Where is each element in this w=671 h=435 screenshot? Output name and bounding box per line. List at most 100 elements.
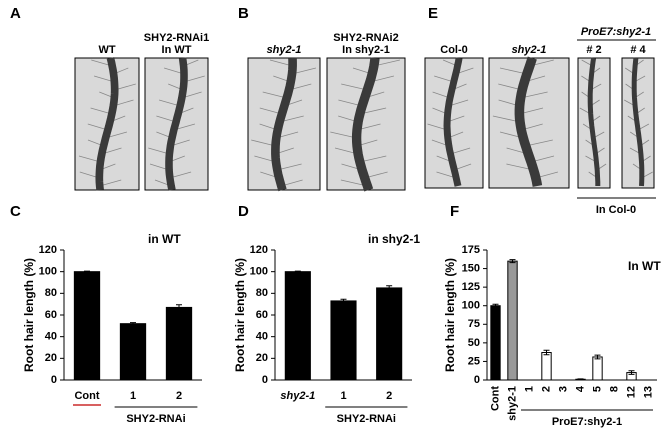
error-bar [509,259,516,264]
error-bar [386,285,393,291]
error-bar [577,378,584,381]
panel-letter: B [238,5,249,22]
group-label: SHY2-RNAi [337,413,396,425]
root-hairs [427,59,474,179]
bar [490,305,501,381]
error-bar [294,270,301,273]
bar [165,306,193,381]
error-bar [594,354,601,360]
y-tick-label: 0 [474,374,480,386]
root [443,57,463,187]
photo-label: shy2-1 [512,44,547,56]
panel-letter: C [10,203,21,220]
y-tick-label: 120 [250,244,268,256]
photo-label: In shy2-1 [342,44,390,56]
y-tick-label: 60 [256,309,268,321]
error-bar [543,349,550,356]
x-tick-label: 1 [130,390,136,402]
y-tick-label: 150 [462,262,480,274]
x-tick-label: 8 [608,386,620,392]
bar [592,356,603,381]
panel-letter: F [450,203,459,220]
root-hairs [492,59,559,179]
photo-label: shy2-1 [267,44,302,56]
photo-note: In Col-0 [596,204,636,216]
bar [376,287,403,381]
root-hairs [624,59,653,179]
y-tick-label: 100 [39,266,57,278]
y-tick-label: 125 [462,281,480,293]
group-label: ProE7:shy2-1 [552,416,622,428]
bar [73,271,101,381]
y-axis-title: Root hair length (%) [233,258,247,372]
x-tick-label: 4 [574,385,586,392]
y-tick-label: 80 [256,287,268,299]
x-tick-label: 5 [591,386,603,392]
y-tick-label: 25 [468,355,480,367]
x-tick-label: Cont [489,386,501,411]
error-bar [84,270,90,273]
panel-letter: E [428,5,438,22]
error-bar [130,322,136,326]
photo-label: # 4 [630,44,646,56]
x-tick-label: 12 [625,386,637,398]
y-tick-label: 175 [462,244,480,256]
error-bar [340,298,347,304]
y-tick-label: 75 [468,318,480,330]
error-bar [628,370,635,375]
y-tick-label: 50 [468,337,480,349]
y-axis-title: Root hair length (%) [22,258,36,372]
photo-label: SHY2-RNAi2 [333,32,398,44]
photo-label: SHY2-RNAi1 [144,32,209,44]
x-tick-label: 1 [340,390,346,402]
x-tick-label: shy2-1 [506,386,518,421]
y-tick-label: 40 [256,331,268,343]
root-hairs [579,59,607,179]
y-tick-label: 100 [250,266,268,278]
photo-label: Col-0 [440,44,468,56]
y-tick-label: 0 [262,374,268,386]
bar [119,323,147,381]
x-tick-label: 1 [523,386,535,392]
y-tick-label: 0 [51,374,57,386]
panel-letter: A [10,5,21,22]
bar [330,300,357,381]
root [351,57,380,192]
root-hairs [330,59,400,187]
x-tick-label: 2 [176,390,182,402]
x-tick-label: 2 [540,386,552,392]
x-tick-label: 3 [557,386,569,392]
x-tick-label: 13 [642,386,654,398]
y-tick-label: 20 [256,352,268,364]
y-tick-label: 40 [45,331,57,343]
y-tick-label: 20 [45,352,57,364]
annotation: In WT [628,259,661,273]
root-hairs [78,59,136,187]
root [631,57,645,187]
photo [247,57,321,191]
panel-letter: D [238,203,249,220]
error-bar [492,303,499,308]
photo-label: In WT [162,44,192,56]
root-hairs [251,59,316,187]
photo-group-label: ProE7:shy2-1 [581,26,651,38]
root [95,57,119,191]
bar [541,352,552,381]
group-label: SHY2-RNAi [126,413,185,425]
error-bar [176,304,182,311]
x-tick-label: Cont [74,390,99,402]
root [165,57,188,191]
y-tick-label: 120 [39,244,57,256]
y-tick-label: 80 [45,287,57,299]
root [587,57,601,186]
bar [284,271,311,381]
y-tick-label: 60 [45,309,57,321]
root [271,57,297,192]
y-tick-label: 100 [462,300,480,312]
annotation: in shy2-1 [368,232,420,246]
x-tick-label: shy2-1 [280,390,315,402]
root [514,56,543,187]
bar [507,260,518,381]
photo-label: WT [98,44,115,56]
